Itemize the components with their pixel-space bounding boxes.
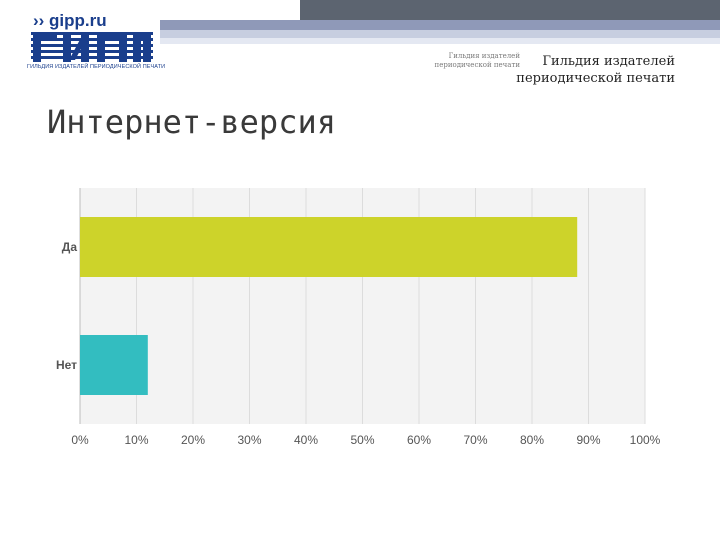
x-tick-label: 40% [294, 433, 318, 447]
org-name-small: Гильдия издателей периодической печати [420, 52, 520, 70]
gipp-logo[interactable]: ›› gipp.ru ГИЛЬДИЯ ИЗДАТЕЛЕЙ ПЕРИОДИЧЕСК… [25, 10, 165, 72]
x-tick-label: 20% [181, 433, 205, 447]
x-tick-label: 0% [71, 433, 89, 447]
x-tick-label: 80% [520, 433, 544, 447]
category-label: Да [62, 240, 78, 254]
bar-chart: Да Нет 0% 10% 20% 30% 40% 50% 60% 70% 80% 90% 100% [56, 188, 660, 447]
banner-stripe [160, 30, 720, 38]
logo-caption: ГИЛЬДИЯ ИЗДАТЕЛЕЙ ПЕРИОДИЧЕСКОЙ ПЕЧАТИ [27, 64, 166, 70]
x-tick-label: 10% [124, 433, 148, 447]
slide-title: Интернет-версия [47, 103, 336, 141]
org-name: Гильдия издателей периодической печати [490, 53, 675, 87]
logo-url: ›› gipp.ru [33, 11, 107, 30]
bar-net [80, 335, 148, 395]
x-tick-label: 30% [237, 433, 261, 447]
header-banner [0, 0, 720, 50]
gipp-logo-mark-icon [31, 32, 153, 62]
banner-stripe [160, 38, 720, 44]
org-name-small-line: Гильдия издателей [448, 52, 520, 60]
category-label: Нет [56, 358, 77, 372]
banner-stripe [160, 20, 720, 30]
org-name-small-line: периодической печати [434, 61, 520, 69]
org-name-line: Гильдия издателей [542, 54, 675, 69]
x-tick-label: 50% [350, 433, 374, 447]
x-tick-label: 100% [630, 433, 660, 447]
bar-da [80, 217, 578, 277]
x-tick-label: 60% [407, 433, 431, 447]
org-name-line: периодической печати [516, 71, 675, 86]
banner-stripe [300, 0, 720, 20]
x-tick-label: 70% [463, 433, 487, 447]
x-tick-label: 90% [576, 433, 600, 447]
